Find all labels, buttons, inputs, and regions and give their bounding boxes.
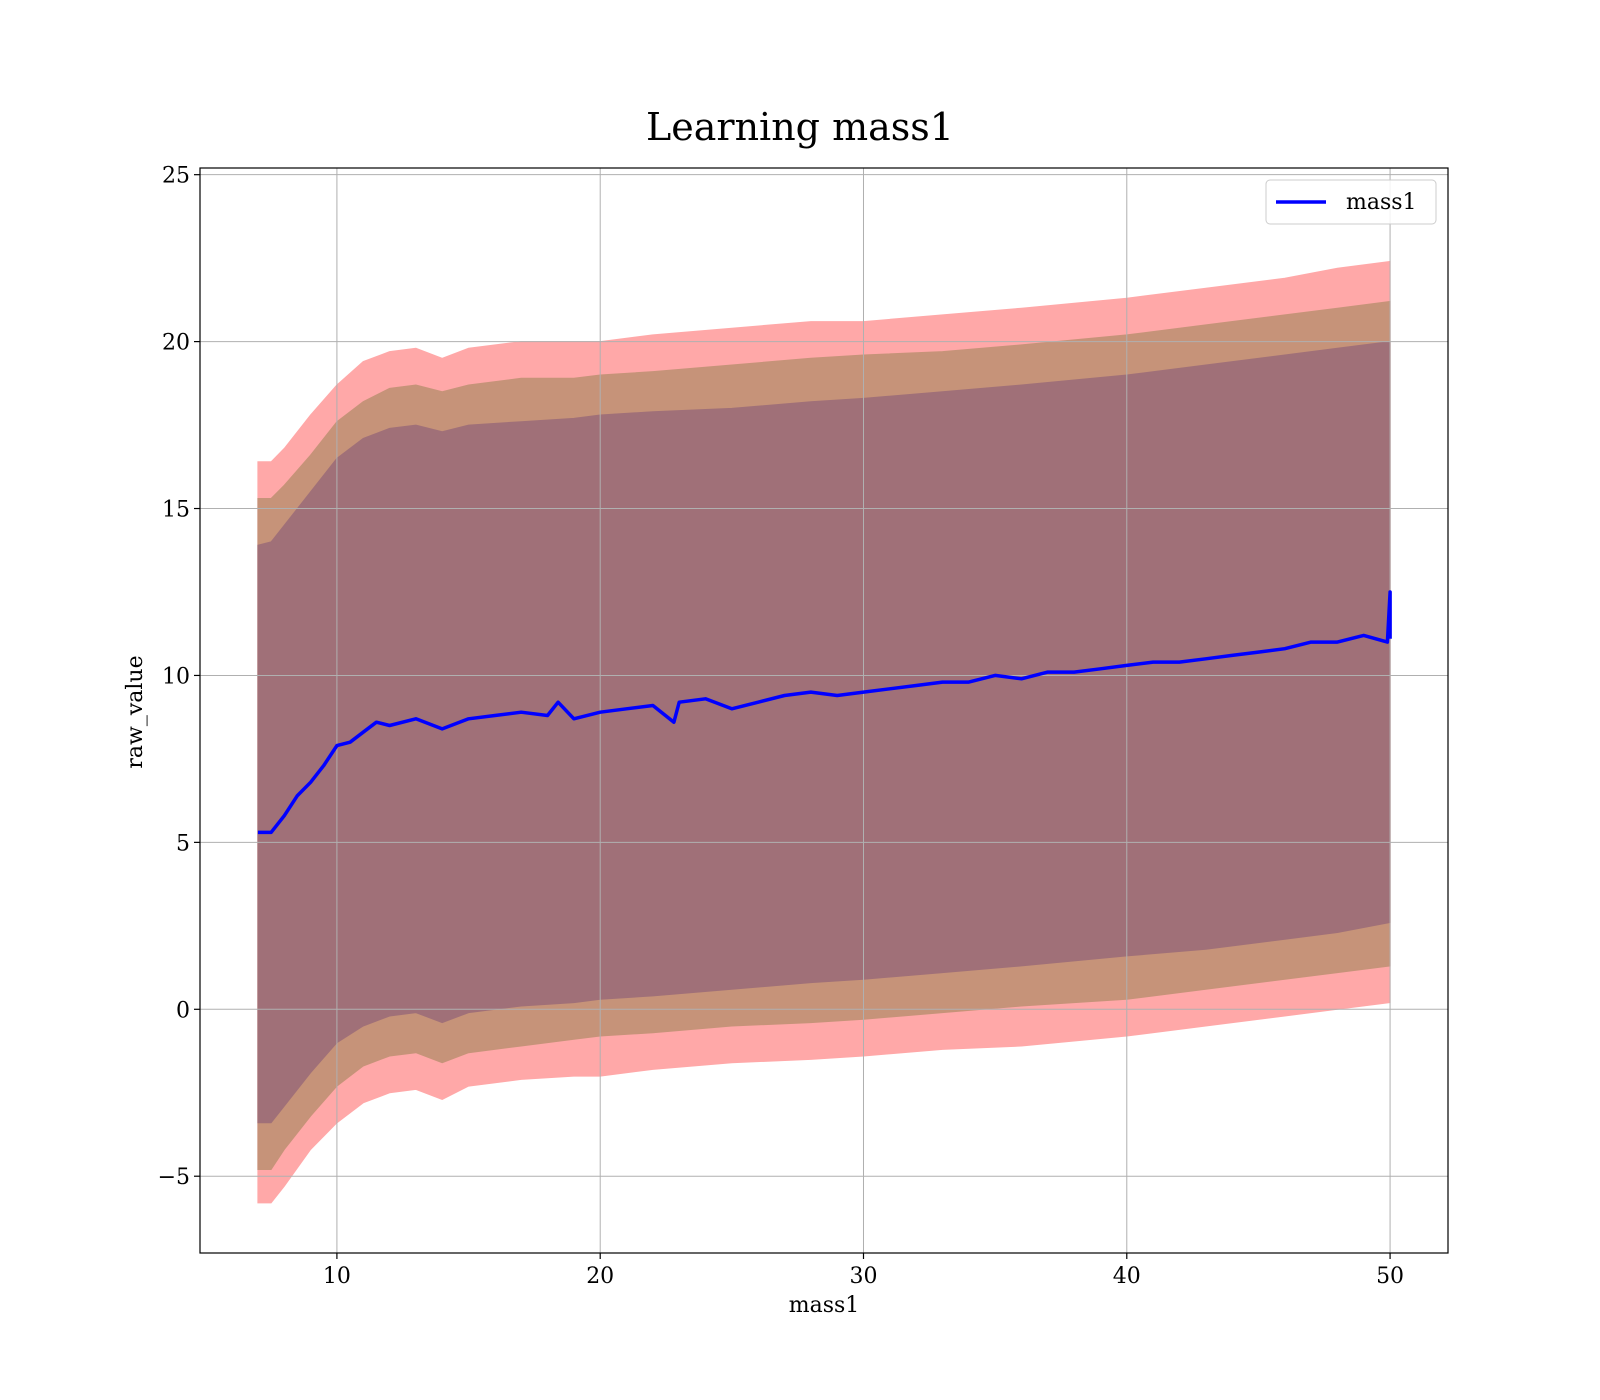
legend: mass1 <box>1265 179 1437 225</box>
bands-layer <box>257 260 1391 1204</box>
chart-title: Learning mass1 <box>646 105 954 149</box>
series-line-mass1 <box>257 590 1392 835</box>
y-tick-label: 25 <box>162 164 190 189</box>
y-tick-label: 0 <box>176 998 190 1023</box>
x-tick-label: 20 <box>586 1264 614 1289</box>
legend-box <box>1265 179 1437 225</box>
grid-layer <box>200 168 1448 1253</box>
legend-label: mass1 <box>1346 190 1417 215</box>
x-ticks: 10 20 30 40 50 <box>323 1253 1404 1289</box>
x-tick-label: 30 <box>849 1264 877 1289</box>
y-tick-label: 20 <box>162 331 190 356</box>
x-tick-label: 50 <box>1376 1264 1404 1289</box>
y-axis-label: raw_value <box>123 655 148 768</box>
y-tick-label: 15 <box>162 498 190 523</box>
y-ticks: −5 0 5 10 15 20 25 <box>158 164 200 1190</box>
x-axis-label: mass1 <box>789 1293 860 1318</box>
plot-frame <box>199 167 1449 1254</box>
lines-layer <box>257 590 1392 835</box>
y-tick-label: 10 <box>162 664 190 689</box>
y-tick-label: 5 <box>176 831 190 856</box>
y-tick-label: −5 <box>158 1165 190 1190</box>
x-tick-label: 10 <box>323 1264 351 1289</box>
x-tick-label: 40 <box>1113 1264 1141 1289</box>
